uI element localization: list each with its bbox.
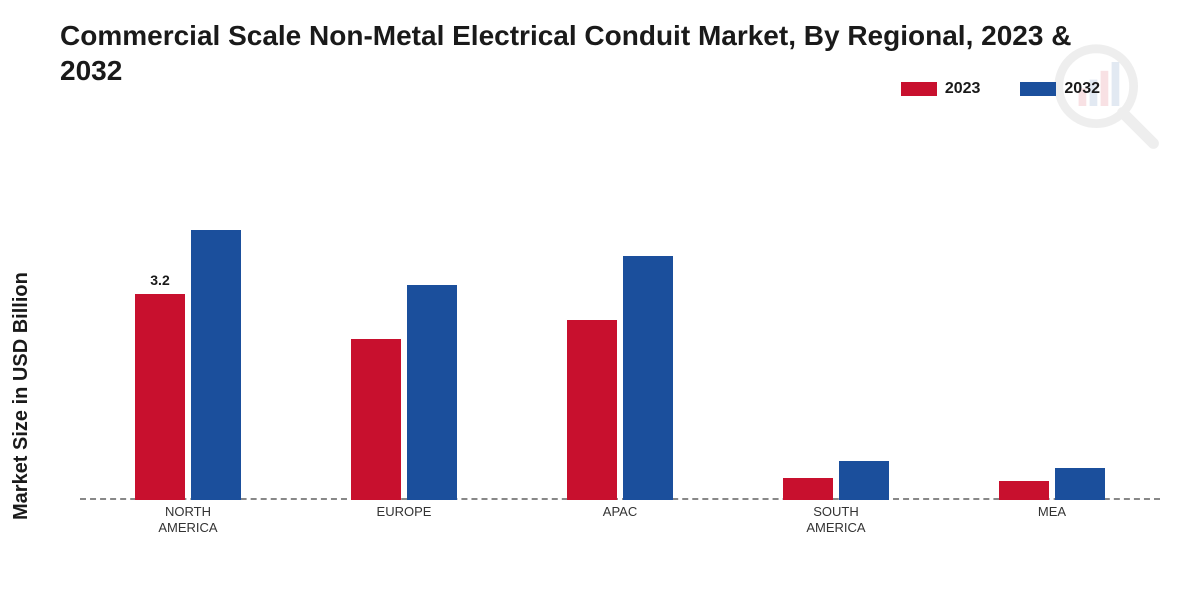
bar-group — [351, 285, 457, 500]
bar-2023: 3.2 — [135, 294, 185, 500]
legend-item-2032: 2032 — [1020, 80, 1100, 98]
x-axis-label: NORTHAMERICA — [128, 504, 248, 535]
bar-group — [567, 256, 673, 500]
legend-item-2023: 2023 — [901, 80, 981, 98]
legend-swatch-2023 — [901, 82, 937, 96]
legend-swatch-2032 — [1020, 82, 1056, 96]
x-axis-label: MEA — [992, 504, 1112, 520]
bar-2023 — [351, 339, 401, 500]
bar-2023 — [999, 481, 1049, 500]
bar-2032 — [839, 461, 889, 500]
y-axis-label: Market Size in USD Billion — [10, 272, 33, 520]
bar-2032 — [191, 230, 241, 500]
bar-2023 — [783, 478, 833, 501]
bar-group — [783, 461, 889, 500]
x-axis-label: SOUTHAMERICA — [776, 504, 896, 535]
bar-2023 — [567, 320, 617, 500]
bar-value-label: 3.2 — [150, 272, 169, 288]
legend-label-2032: 2032 — [1064, 80, 1100, 98]
bar-group: 3.2 — [135, 230, 241, 500]
bar-group — [999, 468, 1105, 500]
x-axis-label: EUROPE — [344, 504, 464, 520]
bar-2032 — [407, 285, 457, 500]
x-axis-label: APAC — [560, 504, 680, 520]
plot-area: 3.2 — [80, 140, 1160, 500]
legend-label-2023: 2023 — [945, 80, 981, 98]
legend: 2023 2032 — [901, 80, 1100, 98]
bar-2032 — [1055, 468, 1105, 500]
chart-title: Commercial Scale Non-Metal Electrical Co… — [60, 18, 1140, 88]
bar-2032 — [623, 256, 673, 500]
